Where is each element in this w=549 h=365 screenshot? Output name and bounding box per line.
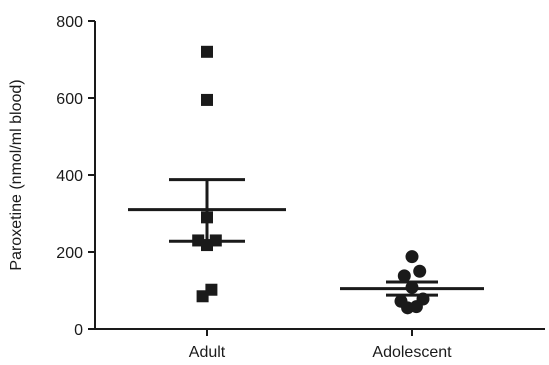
y-tick-label: 600 — [56, 91, 83, 108]
y-axis-title: Paroxetine (nmol/ml blood) — [8, 79, 25, 270]
y-tick-label: 0 — [74, 322, 83, 339]
data-point-square — [196, 290, 209, 303]
axes: 0 200 400 600 800 Adult Adolescent — [56, 14, 545, 361]
data-point-circle — [397, 269, 411, 283]
data-point-circle — [405, 250, 419, 264]
y-tick-label: 800 — [56, 14, 83, 31]
y-tick-label: 400 — [56, 168, 83, 185]
x-tick-label: Adolescent — [372, 344, 452, 361]
y-tick-label: 200 — [56, 245, 83, 262]
data-marks — [128, 45, 484, 315]
data-point-circle — [409, 300, 423, 314]
x-tick-label: Adult — [189, 344, 226, 361]
data-point-circle — [413, 264, 427, 278]
data-point-square — [201, 93, 213, 106]
data-point-square — [201, 45, 213, 58]
